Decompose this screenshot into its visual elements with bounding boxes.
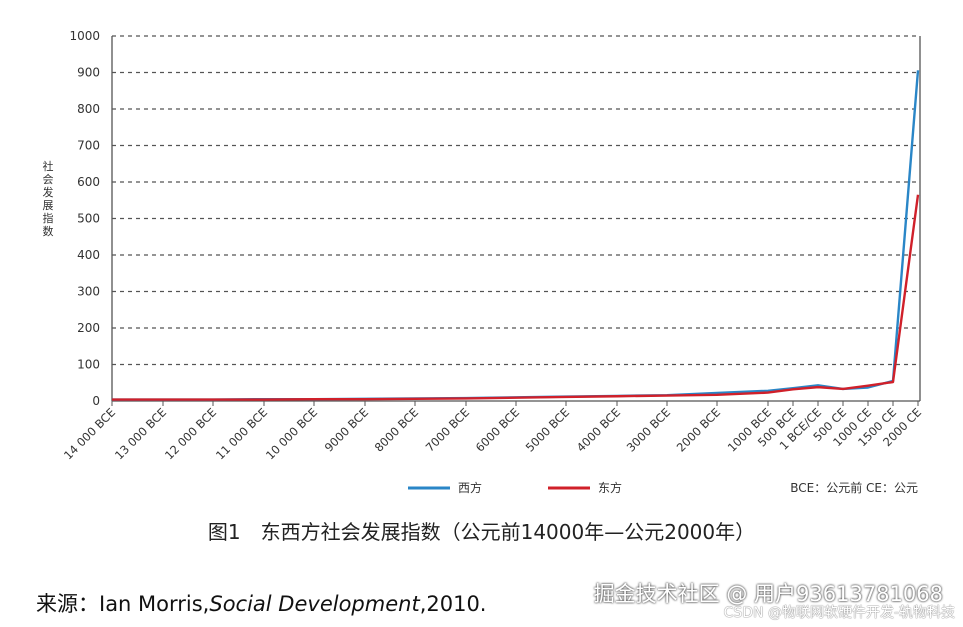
x-tick-label: 4000 BCE xyxy=(574,405,623,454)
x-tick-label: 6000 BCE xyxy=(473,405,522,454)
x-tick-label: 11 000 BCE xyxy=(213,405,270,462)
y-tick-label: 1000 xyxy=(69,29,100,43)
chart-svg: 0 100 200 300 400 500 600 700 800 900 1000 14 000 … xyxy=(61,29,924,495)
x-tick-label: 3000 BCE xyxy=(624,405,673,454)
watermark-main: 掘金技术社区 @ 用户93613781068 xyxy=(593,582,943,606)
source-citation: 来源：Ian Morris,Social Development,2010. xyxy=(36,588,486,618)
source-suffix: ,2010. xyxy=(419,592,487,616)
source-prefix: 来源：Ian Morris, xyxy=(36,592,210,616)
legend-label: 东方 xyxy=(598,480,622,495)
y-axis-label-char: 展 xyxy=(42,199,54,212)
series-line-东方 xyxy=(112,194,920,401)
x-tick-label: 13 000 BCE xyxy=(112,405,169,462)
y-tick-label: 300 xyxy=(77,285,100,299)
y-axis-label: 社会发展指数 xyxy=(40,160,56,238)
x-tick-label: 10 000 BCE xyxy=(263,405,320,462)
x-tick-label: 7000 BCE xyxy=(423,405,472,454)
watermark-sub: CSDN @物联网软硬件开发-轨物科技 xyxy=(723,605,955,621)
source-title: Social Development xyxy=(209,592,420,616)
y-tick-label: 900 xyxy=(77,66,100,80)
figure-caption: 图1 东西方社会发展指数（公元前14000年—公元2000年） xyxy=(207,520,756,544)
legend: 西方 东方 BCE：公元前 CE：公元 xyxy=(408,480,918,495)
series-line-西方 xyxy=(112,70,920,401)
x-tick-label: 2000 BCE xyxy=(674,405,723,454)
legend-label: 西方 xyxy=(458,480,482,495)
grid-lines xyxy=(111,35,921,402)
y-tick-label: 500 xyxy=(77,212,100,226)
y-axis-label-char: 数 xyxy=(42,225,54,238)
y-axis-label-char: 发 xyxy=(42,186,54,199)
x-tick-label: 8000 BCE xyxy=(372,405,421,454)
y-tick-label: 800 xyxy=(77,102,100,116)
y-axis-label-char: 指 xyxy=(42,212,54,225)
y-axis-label-char: 社 xyxy=(42,160,54,173)
x-tick-label: 14 000 BCE xyxy=(61,405,118,462)
y-tick-label: 600 xyxy=(77,175,100,189)
x-tick-label: 9000 BCE xyxy=(322,405,371,454)
y-tick-label: 100 xyxy=(77,358,100,372)
x-tick-label: 12 000 BCE xyxy=(162,405,219,462)
series-lines xyxy=(112,70,920,401)
y-tick-labels: 0 100 200 300 400 500 600 700 800 900 1000 xyxy=(69,29,100,408)
y-tick-label: 0 xyxy=(92,394,100,408)
y-tick-label: 400 xyxy=(77,248,100,262)
y-tick-label: 200 xyxy=(77,321,100,335)
legend-note: BCE：公元前 CE：公元 xyxy=(790,480,918,495)
y-tick-label: 700 xyxy=(77,139,100,153)
x-tick-label: 5000 BCE xyxy=(523,405,572,454)
y-axis-label-char: 会 xyxy=(42,173,54,186)
